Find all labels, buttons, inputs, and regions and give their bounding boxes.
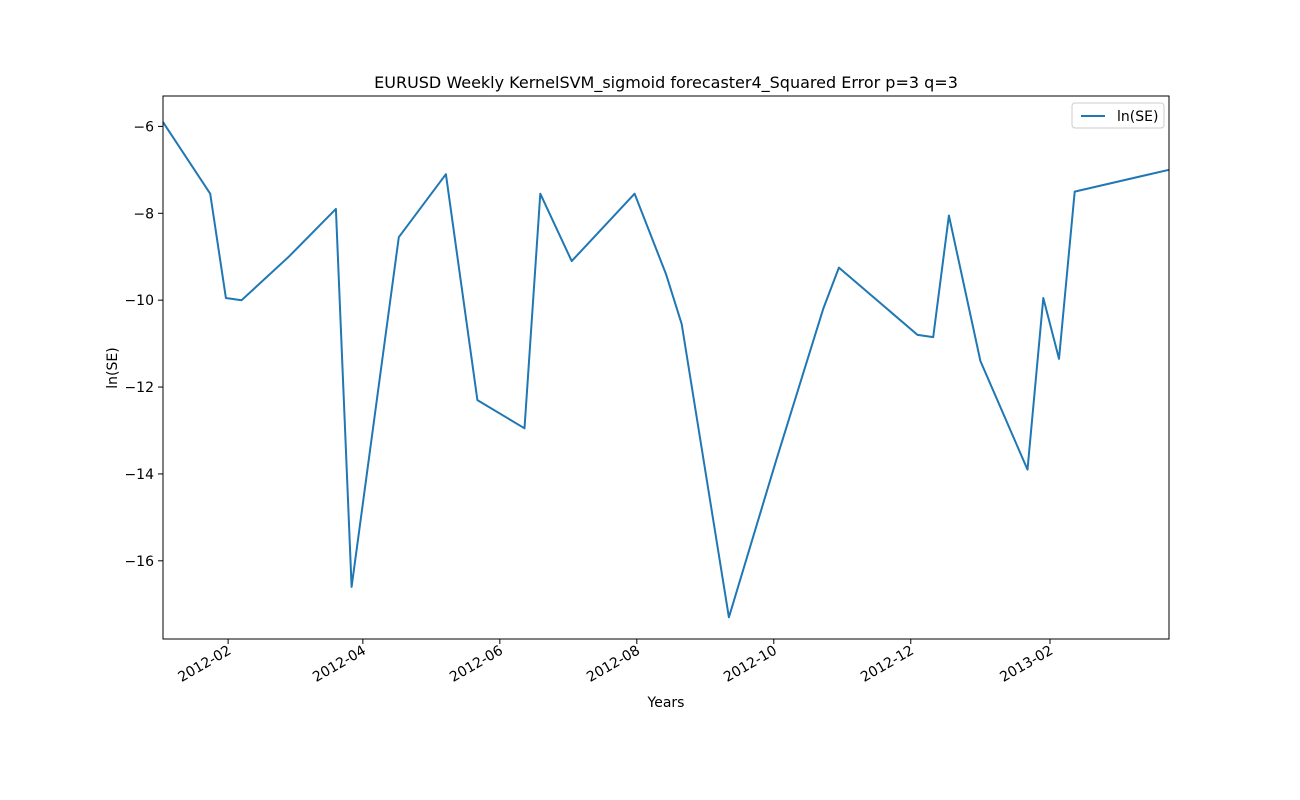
x-tick-label: 2012-06 <box>447 643 506 686</box>
x-axis: 2012-02 2012-04 2012-06 2012-08 2012-10 2012-… <box>175 639 1056 686</box>
y-tick-label: −14 <box>124 467 154 483</box>
legend-box <box>1071 102 1165 129</box>
y-axis: −6 −8 −10 −12 −14 −16 <box>124 119 163 570</box>
x-tick-label: 2013-02 <box>997 643 1056 686</box>
y-tick-label: −8 <box>133 206 154 222</box>
legend: ln(SE) <box>1071 102 1165 129</box>
x-tick-label: 2012-10 <box>721 643 780 686</box>
y-axis-label: ln(SE) <box>105 347 121 388</box>
y-tick-label: −12 <box>124 380 154 396</box>
x-axis-label: Years <box>647 695 685 711</box>
y-tick-label: −16 <box>124 554 154 570</box>
x-tick-label: 2012-08 <box>584 643 643 686</box>
plot-area <box>162 95 1170 640</box>
x-tick-label: 2012-02 <box>175 643 234 686</box>
x-tick-label: 2012-04 <box>310 643 369 686</box>
plot-frame <box>162 95 1170 640</box>
x-tick-label: 2012-12 <box>858 643 917 686</box>
chart-title: EURUSD Weekly KernelSVM_sigmoid forecast… <box>374 73 958 93</box>
y-tick-label: −6 <box>133 119 154 135</box>
y-tick-label: −10 <box>124 293 154 309</box>
legend-label: ln(SE) <box>1117 109 1158 125</box>
series-line-0 <box>162 121 1170 619</box>
